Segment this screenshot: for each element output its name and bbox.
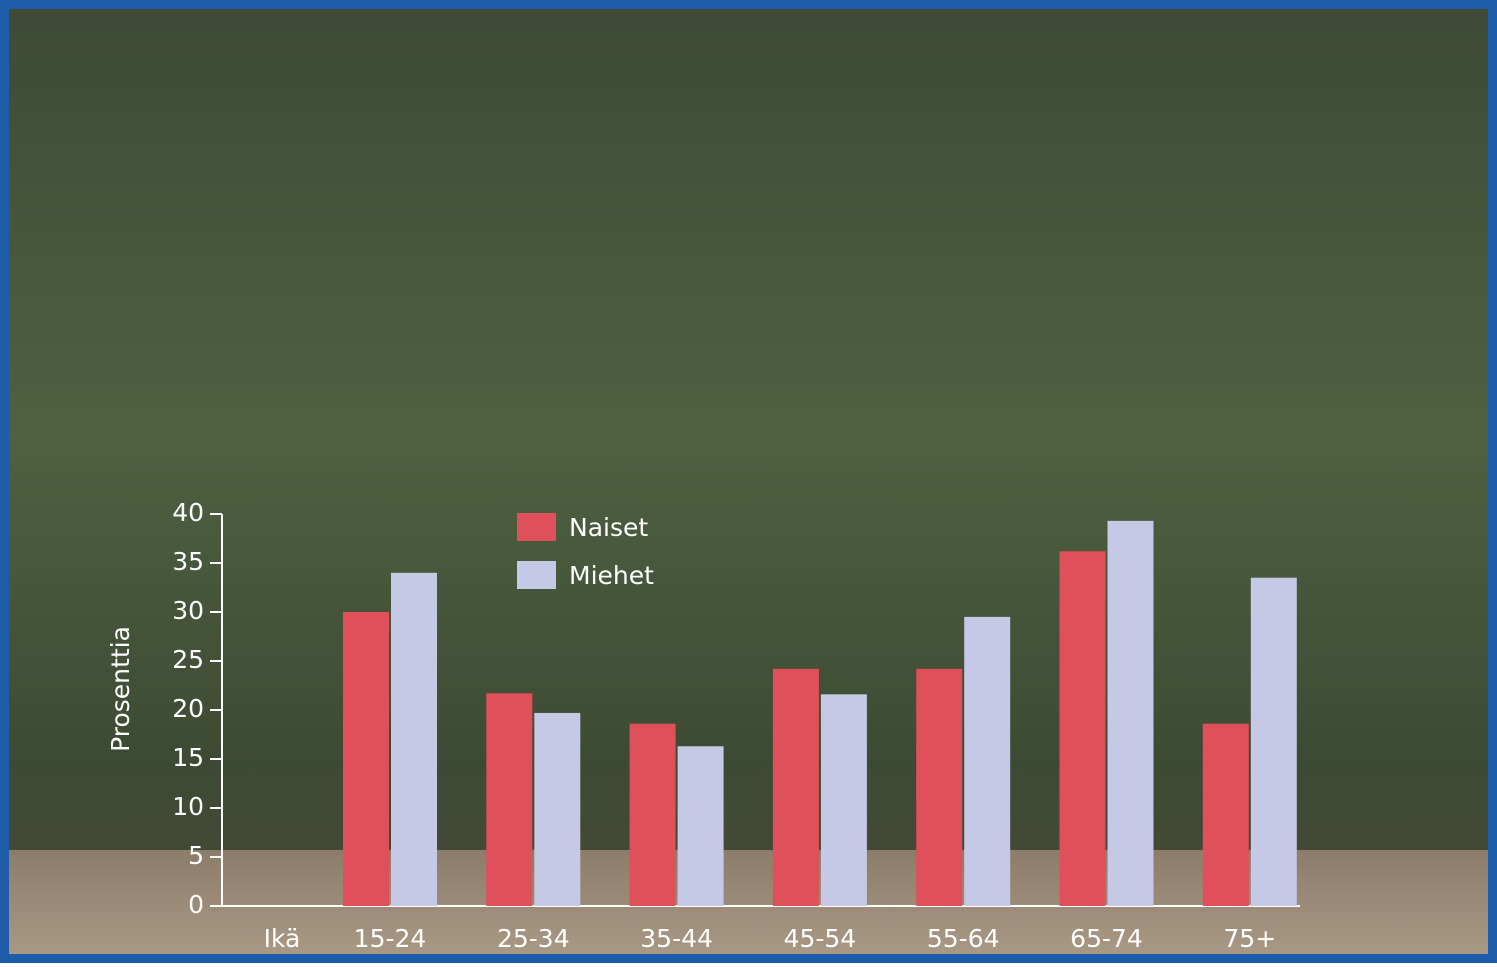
bar bbox=[486, 693, 533, 906]
bar bbox=[343, 612, 389, 906]
bar bbox=[1250, 577, 1297, 906]
legend-swatch bbox=[517, 513, 556, 541]
bar bbox=[1202, 723, 1249, 906]
y-tick-label: 20 bbox=[172, 694, 204, 723]
x-tick-label: 75+ bbox=[1223, 924, 1276, 953]
x-tick-label: 35-44 bbox=[640, 924, 713, 953]
x-tick-label: 65-74 bbox=[1070, 924, 1143, 953]
y-tick-label: 30 bbox=[172, 596, 204, 625]
y-tick-label: 40 bbox=[172, 498, 204, 527]
y-tick-label: 10 bbox=[172, 792, 204, 821]
y-tick-label: 5 bbox=[188, 841, 204, 870]
bar bbox=[677, 746, 724, 906]
y-axis-label: Prosenttia bbox=[106, 626, 135, 752]
bar bbox=[964, 616, 1011, 906]
bar bbox=[1107, 520, 1154, 906]
legend-label: Naiset bbox=[569, 513, 648, 542]
legend-swatch bbox=[517, 561, 556, 589]
bar bbox=[820, 694, 867, 906]
y-tick-label: 15 bbox=[172, 743, 204, 772]
y-tick-label: 35 bbox=[172, 547, 204, 576]
bar bbox=[916, 668, 963, 906]
x-tick-label: 25-34 bbox=[497, 924, 570, 953]
y-tick-label: 25 bbox=[172, 645, 204, 674]
y-tick-label: 0 bbox=[188, 890, 204, 919]
legend-label: Miehet bbox=[569, 561, 654, 590]
x-tick-label: 15-24 bbox=[354, 924, 427, 953]
bar bbox=[629, 723, 676, 906]
bar bbox=[1059, 551, 1106, 906]
x-tick-label: 55-64 bbox=[927, 924, 1000, 953]
bar bbox=[772, 668, 819, 906]
x-tick-label: 45-54 bbox=[784, 924, 857, 953]
x-axis-label: Ikä bbox=[264, 924, 301, 953]
bar bbox=[534, 712, 581, 906]
bar bbox=[391, 572, 437, 906]
